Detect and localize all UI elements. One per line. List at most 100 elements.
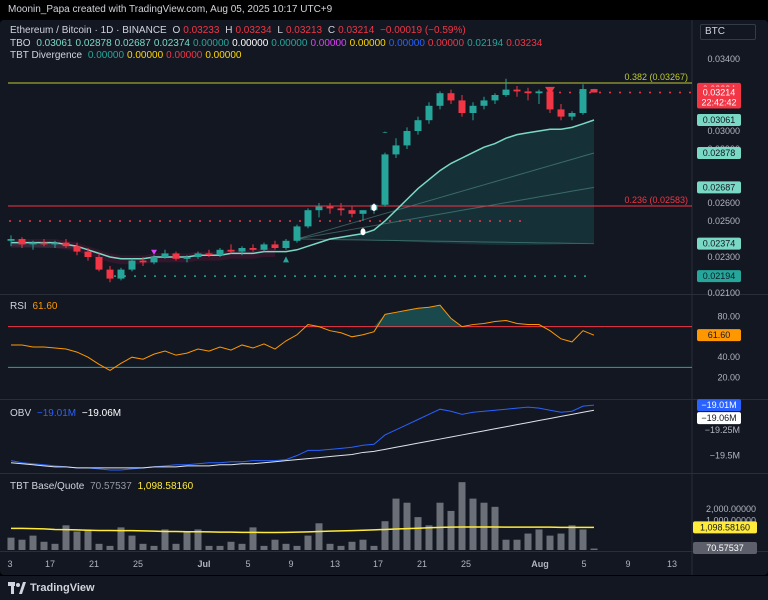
tbo-value-7: 0.00000 — [310, 38, 347, 49]
tradingview-logo[interactable]: TradingView — [8, 582, 95, 594]
candle-body — [172, 253, 180, 259]
price-tick: 0.02100 — [707, 288, 740, 298]
tbt-volume-bar — [249, 527, 257, 550]
tbo-value-8: 0.00000 — [349, 38, 386, 49]
tbt-volume-bar — [117, 527, 125, 550]
resistance-dot — [139, 220, 141, 222]
tbo-band-2 — [296, 238, 595, 245]
resistance-dot — [469, 220, 471, 222]
tbt-volume-bar — [271, 539, 279, 550]
obv-value-1: −19.01M — [36, 408, 77, 419]
candle-body — [304, 210, 312, 227]
resistance-dot — [519, 220, 521, 222]
candle-body — [326, 206, 334, 209]
obv-value-2: −19.06M — [81, 408, 122, 419]
tbt-volume-bar — [491, 506, 499, 550]
time-axis-label-9: 21 — [417, 559, 427, 569]
candle-body — [568, 113, 576, 117]
footer-bar: TradingView — [0, 576, 768, 600]
close-value: 0.03214 — [338, 25, 375, 36]
candle-body — [183, 257, 191, 259]
obv-ma-line — [10, 409, 595, 469]
resistance-dot — [79, 220, 81, 222]
tbt-volume-bar — [29, 535, 37, 550]
tbt-volume-bar — [546, 535, 554, 550]
obv-badge-2-text: −19.06M — [701, 413, 736, 423]
resistance-dot — [409, 220, 411, 222]
price-dot — [609, 91, 611, 94]
resistance-dot — [319, 220, 321, 222]
candle-body — [40, 242, 48, 245]
resistance-dot — [339, 220, 341, 222]
candle-body — [480, 100, 488, 106]
candle-body — [51, 242, 59, 245]
attribution-bar: Moonin_Papa created with TradingView.com… — [0, 0, 768, 20]
tbt-volume-bar — [557, 533, 565, 550]
resistance-dot — [189, 220, 191, 222]
candle-body — [535, 91, 543, 94]
resistance-dot — [499, 220, 501, 222]
tbt-label: TBT Base/Quote — [10, 481, 85, 492]
price-tick: 0.03400 — [707, 54, 740, 64]
open-value: 0.03233 — [183, 25, 220, 36]
tbo-cloud — [11, 120, 594, 259]
price-badge-text: 0.03061 — [703, 115, 736, 125]
chart-canvas[interactable]: 0.382 (0.03267) 0.236 (0.02583) 0.03400 0.0… — [0, 20, 768, 575]
tbt-volume-bar — [40, 541, 48, 550]
rsi-tick: 80.00 — [717, 311, 740, 321]
support-dot — [424, 275, 426, 278]
tbo-legend[interactable]: TBO 0.03061 0.02878 0.02687 0.02374 0.00000 0… — [10, 38, 545, 49]
tbt-badge-2-text: 70.57537 — [706, 543, 744, 553]
resistance-dot — [99, 220, 101, 222]
tbt-volume-bar — [260, 545, 268, 550]
candle-body — [7, 239, 15, 241]
candle-body — [161, 253, 169, 257]
support-dot — [134, 275, 136, 278]
tbo-value-12: 0.03234 — [506, 38, 543, 49]
tbt-volume-bar — [315, 523, 323, 550]
resistance-dot — [279, 220, 281, 222]
tbo-value-6: 0.00000 — [271, 38, 308, 49]
support-dot — [284, 275, 286, 278]
support-dot — [294, 275, 296, 278]
candle-body — [238, 248, 246, 252]
candle-body — [84, 251, 92, 257]
candle-body — [381, 154, 389, 205]
tbt-volume-bar — [535, 529, 543, 550]
support-dot — [184, 275, 186, 278]
obv-badge-2-bg — [697, 412, 741, 425]
obv-badge-1-bg — [697, 399, 741, 412]
resistance-dot — [259, 220, 261, 222]
resistance-dot — [389, 220, 391, 222]
price-badge-text: 0.02194 — [703, 271, 736, 281]
resistance-dot — [199, 220, 201, 222]
time-axis-label-10: 25 — [461, 559, 471, 569]
support-dot — [224, 275, 226, 278]
tbt-volume-bar — [458, 482, 466, 550]
candle-body — [557, 109, 565, 117]
resistance-dot — [209, 220, 211, 222]
tbt-tick: 1,000.00000 — [706, 515, 756, 525]
resistance-dot — [349, 220, 351, 222]
rsi-legend[interactable]: RSI 61.60 — [10, 301, 60, 312]
resistance-dot — [219, 220, 221, 222]
support-dot — [584, 275, 586, 278]
support-dot — [404, 275, 406, 278]
resistance-dot — [129, 220, 131, 222]
divergence-legend[interactable]: TBT Divergence 0.00000 0.00000 0.00000 0.00… — [10, 50, 244, 61]
tbt-volume-bar — [524, 533, 532, 550]
candle-body — [205, 253, 213, 256]
candle-body — [216, 249, 224, 256]
obv-legend[interactable]: OBV −19.01M −19.06M — [10, 408, 124, 419]
symbol-badge[interactable]: BTC — [700, 24, 756, 40]
chart-svg[interactable]: 0.382 (0.03267) 0.236 (0.02583) 0.03400 0.0… — [0, 20, 768, 575]
tbt-legend[interactable]: TBT Base/Quote 70.57537 1,098.58160 — [10, 481, 196, 492]
tbo-value-4: 0.00000 — [192, 38, 230, 49]
symbol-label[interactable]: Ethereum / Bitcoin · 1D · BINANCE — [10, 25, 167, 36]
fib-label-1: 0.236 (0.02583) — [624, 195, 688, 205]
time-axis-label-11: Aug — [531, 559, 549, 569]
tbt-volume-bar — [370, 545, 378, 550]
support-dot — [204, 275, 206, 278]
support-dot — [174, 275, 176, 278]
candle-body — [546, 91, 554, 110]
